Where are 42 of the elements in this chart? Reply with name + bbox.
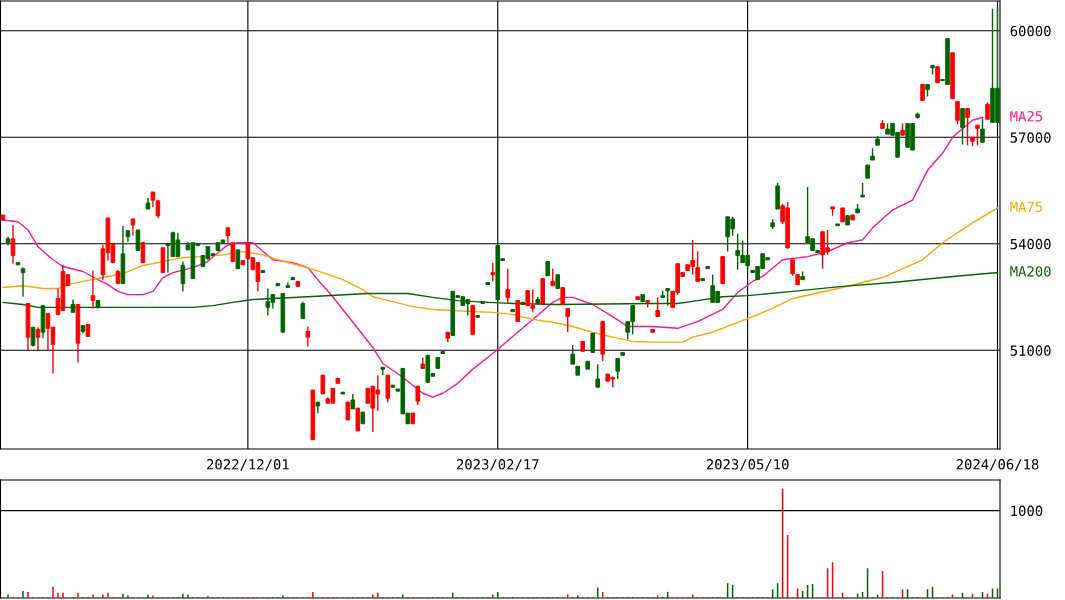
candlestick (955, 100, 960, 125)
candlestick (565, 307, 571, 333)
y-tick-label: 57000 (1010, 132, 1051, 143)
text: MA25 (1010, 111, 1043, 122)
candlestick (975, 124, 980, 146)
candlestick (775, 182, 780, 210)
series-label: MA75 (1010, 201, 1043, 213)
y-tick-label: 54000 (1010, 238, 1051, 250)
candlestick (415, 385, 421, 406)
candlestick (380, 366, 386, 376)
candlestick (385, 374, 391, 403)
y-tick-label: 60000 (1010, 25, 1051, 37)
candlestick (135, 229, 141, 252)
candlestick (235, 249, 241, 270)
candlestick (180, 260, 186, 293)
candlestick (20, 266, 26, 298)
candlestick (355, 407, 361, 432)
y-tick-label: 51000 (1010, 345, 1051, 356)
candlestick (960, 107, 965, 146)
x-tick-label: 2024/06/18 (956, 459, 1039, 471)
candlestick (615, 357, 620, 380)
candlestick (305, 325, 311, 348)
candlestick (490, 261, 496, 283)
y-tick-label: 1000 (1011, 505, 1043, 517)
line-series (2, 207, 999, 343)
candlestick (655, 296, 660, 318)
candlestick (595, 363, 600, 388)
series-label: MA200 (1010, 266, 1051, 277)
candlestick (590, 332, 595, 354)
candlestick (695, 250, 700, 283)
candlestick (570, 344, 575, 365)
candlestick (965, 107, 970, 146)
x-tick-label: 2023/02/17 (456, 459, 539, 471)
candlestick (980, 117, 985, 143)
candlestick (10, 224, 16, 265)
candlestick (515, 299, 521, 323)
candlestick (35, 326, 41, 352)
candlestick (90, 269, 96, 310)
candlestick (505, 267, 511, 305)
x-tick-label: 2022/12/01 (207, 459, 289, 471)
x-tick-label: 2023/05/10 (706, 459, 789, 471)
candlestick (320, 374, 326, 395)
